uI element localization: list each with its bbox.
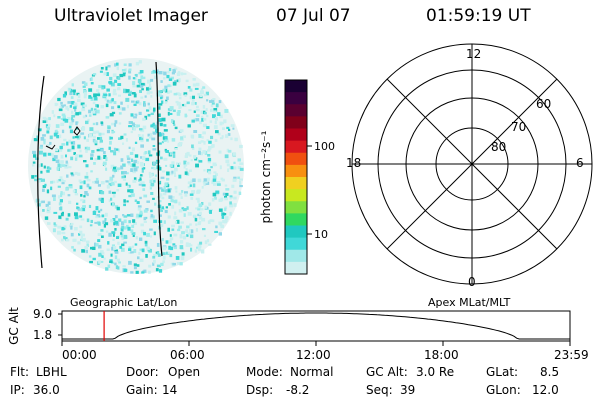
colorbar-segment — [285, 164, 307, 178]
coast-mark — [45, 144, 56, 150]
info-door-value: Open — [168, 365, 201, 379]
colorbar-segment — [285, 213, 307, 227]
app-title: Ultraviolet Imager — [54, 6, 208, 26]
colorbar-segment — [285, 177, 307, 190]
colorbar — [285, 80, 307, 275]
colorbar-frame — [284, 79, 308, 275]
altitude-strip — [61, 310, 571, 342]
colorbar-segment — [285, 237, 307, 251]
info-dsp-label: Dsp: — [246, 383, 274, 397]
strip-ytick-label: 1.8 — [33, 328, 53, 342]
strip-title-right: Apex MLat/MLT — [428, 296, 511, 309]
strip-xtick-label: 23:59 — [554, 348, 589, 362]
info-mode-label: Mode: — [246, 365, 283, 379]
info-flt-value: LBHL — [36, 365, 67, 379]
info-seq-value: 39 — [400, 383, 416, 397]
time-label: 01:59:19 UT — [426, 6, 531, 26]
strip-ylabel: GC Alt — [7, 307, 21, 345]
info-gcalt-value: 3.0 Re — [416, 365, 455, 379]
strip-ytick-label: 9.0 — [33, 307, 53, 321]
colorbar-tick-label: 10 — [314, 228, 328, 241]
polar-plot — [351, 43, 593, 285]
colorbar-segment — [285, 140, 307, 154]
coast-mark — [73, 126, 81, 136]
colorbar-segment — [285, 80, 307, 93]
longitude-line-right — [155, 61, 163, 257]
info-glon-value: 12.0 — [532, 383, 559, 397]
date-label: 07 Jul 07 — [276, 6, 351, 26]
info-glat-label: GLat: — [486, 365, 519, 379]
colorbar-segment — [285, 249, 307, 263]
colorbar-segment — [285, 116, 307, 130]
info-gcalt-label: GC Alt: — [366, 365, 408, 379]
info-ip-value: 36.0 — [33, 383, 60, 397]
polar-label-0: 0 — [468, 275, 476, 289]
strip-xtick-label: 06:00 — [170, 348, 205, 362]
info-ip-label: IP: — [10, 383, 25, 397]
colorbar-segment — [285, 128, 307, 142]
longitude-line-left — [37, 75, 45, 269]
strip-title-left: Geographic Lat/Lon — [70, 296, 178, 309]
info-seq-label: Seq: — [366, 383, 393, 397]
strip-xtick-label: 00:00 — [62, 348, 97, 362]
info-dsp-value: -8.2 — [286, 383, 310, 397]
colorbar-segment — [285, 92, 307, 105]
polar-meridian-diagonal — [386, 78, 558, 250]
colorbar-segment — [285, 201, 307, 214]
uv-speckle-pattern — [31, 60, 244, 274]
colorbar-segment — [285, 225, 307, 239]
info-mode-value: Normal — [290, 365, 334, 379]
polar-label-18: 18 — [346, 156, 362, 170]
info-gain-label: Gain: — [126, 383, 158, 397]
polar-lat-70: 70 — [511, 120, 527, 134]
info-glat-value: 8.5 — [540, 365, 560, 379]
info-gain-value: 14 — [162, 383, 178, 397]
info-door-label: Door: — [126, 365, 159, 379]
strip-xtick-label: 12:00 — [296, 348, 331, 362]
polar-label-6: 6 — [576, 156, 584, 170]
colorbar-segment — [285, 104, 307, 117]
polar-label-12: 12 — [466, 47, 482, 61]
strip-xtick-label: 18:00 — [424, 348, 459, 362]
polar-lat-60: 60 — [536, 97, 552, 111]
colorbar-segment — [285, 189, 307, 202]
colorbar-tick-label: 100 — [314, 140, 335, 153]
colorbar-segment — [285, 261, 307, 275]
colorbar-label: photon cm⁻²s⁻¹ — [259, 130, 273, 223]
altitude-curve — [62, 312, 570, 340]
earth-image — [28, 58, 244, 274]
colorbar-segment — [285, 152, 307, 166]
info-glon-label: GLon: — [486, 383, 521, 397]
polar-lat-80: 80 — [491, 140, 507, 154]
info-flt-label: Flt: — [10, 365, 29, 379]
